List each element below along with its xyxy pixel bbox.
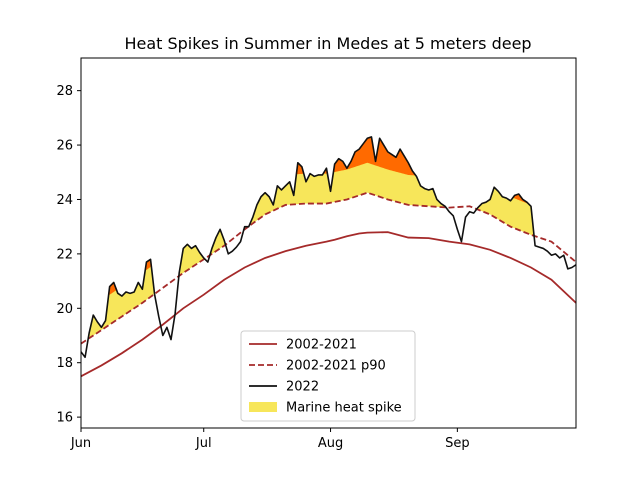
legend-label: 2002-2021 p90 [286,359,386,374]
axes-frame [80,57,577,429]
series-line-p90 [80,191,577,345]
x-tick-label: Aug [318,436,343,451]
x-tick-label: Sep [445,436,470,451]
x-tick-label: Jun [70,436,91,451]
series-line-2022 [80,136,577,359]
legend-label: 2022 [286,380,319,395]
plot-area [80,136,577,378]
legend-box [240,330,416,422]
series-line-climatology [80,231,577,378]
y-tick-label: 28 [56,84,73,99]
y-tick-label: 16 [56,411,73,426]
heat-spike-area [88,259,154,339]
legend-label: 2002-2021 [286,338,357,353]
legend: 2002-2021 2002-2021 p90 2022 Marine heat sp… [240,330,416,422]
chart-title: Heat Spikes in Summer in Medes at 5 mete… [124,34,531,53]
severe-heat-spike-area [297,162,304,175]
legend-label: Marine heat spike [286,401,402,416]
y-tick-label: 26 [56,139,73,154]
y-tick-label: 22 [56,247,73,262]
heat-spike-area [210,229,225,255]
legend-swatch-heat-spike [249,402,277,412]
x-tick-label: Jul [195,436,212,451]
y-tick-label: 24 [56,193,73,208]
y-tick-label: 20 [56,302,73,317]
y-tick-label: 18 [56,356,73,371]
heat-spike-area [179,244,205,276]
severe-heat-spike-area [333,136,416,176]
